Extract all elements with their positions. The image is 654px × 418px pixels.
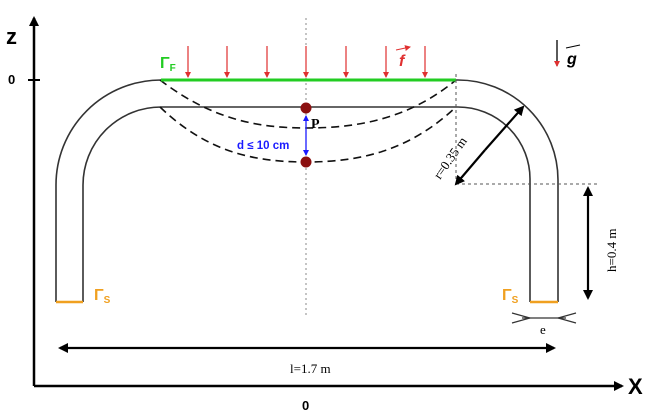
height-label: h=0.4 m: [604, 229, 619, 272]
z-zero-label: 0: [8, 72, 15, 87]
z-axis-label: z: [6, 24, 17, 49]
point-p-label: P: [311, 117, 320, 132]
force-label: f: [399, 53, 406, 70]
force-vector-overbar: [395, 45, 411, 51]
gamma-s-right-label: ΓS: [502, 287, 519, 306]
point-p-displaced-marker: [300, 156, 312, 168]
force-arrows: [185, 46, 428, 78]
x-zero-label: 0: [302, 398, 309, 413]
deformed-inner-wall: [159, 106, 457, 163]
gravity-vector-overbar: [565, 44, 581, 49]
displacement-label: d ≤ 10 cm: [237, 140, 289, 152]
x-axis-label: X: [628, 374, 643, 399]
radius-dimension-arrow-outer: [484, 105, 525, 151]
thickness-arrow-right: [555, 312, 577, 324]
length-label: l=1.7 m: [290, 361, 331, 376]
thickness-arrow-left: [511, 312, 533, 324]
gamma-f-label: ΓF: [160, 55, 176, 74]
point-p-marker: [300, 102, 312, 114]
radius-dimension-arrow: [454, 149, 486, 186]
gamma-s-left-label: ΓS: [94, 287, 111, 306]
gravity-label: g: [566, 51, 577, 68]
thickness-label: e: [540, 322, 546, 337]
